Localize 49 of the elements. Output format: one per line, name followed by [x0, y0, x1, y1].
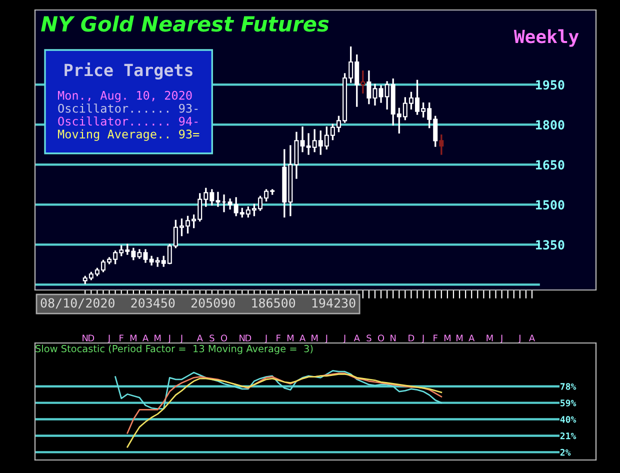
x-tick-label: N — [390, 334, 396, 342]
x-tick-label: F — [120, 334, 124, 342]
y-tick-label: 78% — [560, 383, 576, 390]
annotation: Mon., Aug. 10, 2020 — [58, 90, 192, 102]
text: Weekly — [514, 29, 579, 47]
x-tick-label: M — [154, 334, 161, 342]
x-tick-label: A — [354, 334, 360, 342]
x-tick-label: O — [220, 334, 228, 342]
candlestick — [360, 70, 366, 94]
x-tick-label: N — [82, 334, 88, 342]
x-tick-label: A — [528, 334, 535, 342]
line-series — [126, 374, 442, 448]
x-tick-label: A — [196, 334, 203, 342]
annotation: Moving Average.. 93= — [58, 129, 200, 141]
x-tick-label: M — [312, 334, 318, 342]
annotation: Oscillator...... 93- — [58, 104, 198, 113]
x-tick-label: A — [142, 334, 149, 342]
y-tick-label: 21% — [560, 432, 576, 440]
x-tick-label: M — [444, 334, 450, 342]
chart-title: Slow Stocastic (Period Factor = 13 Moving Average = 3) — [36, 344, 313, 354]
x-tick-label: M — [486, 334, 493, 342]
x-tick-label: M — [456, 334, 463, 342]
x-tick-label: O — [378, 334, 384, 342]
x-tick-label: S — [366, 334, 372, 342]
text: 08/10/2020 203450 205090 186500 194230 — [40, 298, 356, 309]
x-tick-label: D — [408, 334, 414, 342]
y-tick-label: 1950 — [536, 80, 564, 90]
y-tick-label: 1350 — [536, 240, 564, 250]
x-tick-label: A — [300, 334, 306, 342]
y-tick-label: 1500 — [536, 200, 564, 210]
chart-title: NY Gold Nearest Futures — [41, 16, 329, 32]
y-tick-label: 2% — [560, 448, 571, 456]
x-tick-label: D — [88, 334, 94, 342]
y-tick-label: 40% — [560, 416, 576, 423]
x-tick-label: F — [434, 334, 438, 342]
annotation: Oscillator...... 94- — [58, 116, 198, 126]
x-tick-label: M — [130, 334, 136, 342]
x-tick-label: M — [287, 334, 294, 342]
y-tick-label: 1650 — [536, 160, 564, 170]
x-tick-label: D — [246, 334, 252, 342]
annotation: Price Targets — [64, 62, 192, 80]
candlestick — [439, 134, 444, 155]
line-series — [114, 370, 442, 410]
x-tick-label: S — [210, 334, 214, 342]
y-tick-label: 1800 — [536, 120, 564, 130]
x-tick-label: A — [468, 334, 475, 342]
x-tick-label: N — [240, 334, 245, 342]
x-tick-label: F — [276, 334, 280, 342]
y-tick-label: 59% — [560, 400, 576, 406]
